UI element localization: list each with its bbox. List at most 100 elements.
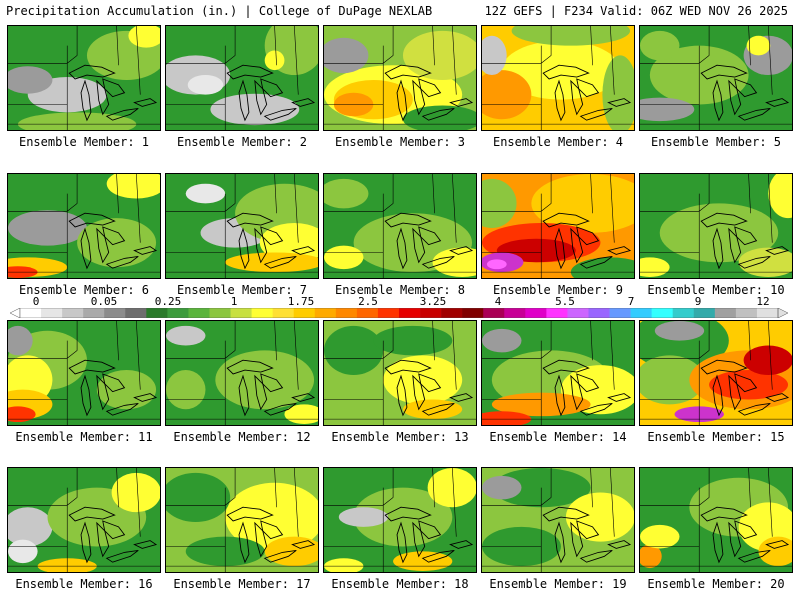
great-lake-outline: [133, 540, 158, 549]
ensemble-member-map: [639, 173, 793, 279]
colorbar-swatch: [83, 308, 105, 318]
ensemble-member-label: Ensemble Member: 6: [18, 283, 150, 297]
state-border: [383, 321, 394, 359]
ensemble-member-map: [323, 320, 477, 426]
great-lake-outline: [712, 521, 724, 564]
state-border: [225, 468, 236, 506]
great-lake-outline: [238, 521, 250, 564]
precip-contour-area: [640, 355, 705, 405]
precip-contour-area: [501, 40, 621, 100]
great-lake-outline: [712, 79, 724, 122]
great-lake-outline: [133, 393, 158, 402]
colorbar-swatch: [462, 308, 484, 318]
great-lake-outline: [554, 79, 566, 122]
colorbar-swatch: [693, 308, 716, 318]
state-border: [590, 26, 593, 66]
great-lake-outline: [570, 227, 584, 264]
great-lake-outline: [449, 246, 474, 255]
great-lake-outline: [700, 506, 748, 522]
great-lake-outline: [396, 374, 408, 417]
state-border: [768, 468, 773, 537]
colorbar-swatch: [441, 308, 463, 318]
great-lake-outline: [80, 79, 92, 122]
state-border: [274, 174, 277, 214]
precip-contour-area: [264, 50, 285, 71]
state-border: [541, 174, 552, 212]
state-border: [383, 468, 394, 506]
precip-contour-area: [654, 321, 705, 341]
colorbar-swatch: [167, 308, 189, 318]
great-lake-outline: [542, 359, 590, 375]
state-border: [432, 468, 435, 508]
great-lake-outline: [254, 374, 268, 411]
state-border: [610, 174, 615, 243]
state-border: [294, 468, 299, 537]
great-lake-outline: [421, 402, 455, 416]
colorbar-swatch: [609, 308, 631, 318]
ensemble-member-map: [481, 173, 635, 279]
state-border: [67, 468, 78, 506]
precip-contour-area: [324, 37, 369, 74]
colorbar-swatch: [146, 308, 168, 318]
precip-contour-area: [432, 247, 476, 278]
precip-contour-area: [393, 551, 453, 572]
great-lake-outline: [254, 227, 268, 264]
state-border: [136, 26, 141, 95]
great-lake-outline: [421, 255, 455, 269]
ensemble-member-map: [7, 320, 161, 426]
great-lake-outline: [226, 64, 274, 80]
great-lake-outline: [449, 98, 474, 107]
great-lake-outline: [734, 78, 758, 98]
state-border: [452, 321, 457, 390]
ensemble-member-label: Ensemble Member: 11: [15, 430, 153, 444]
great-lake-outline: [260, 373, 284, 393]
great-lake-outline: [68, 64, 116, 80]
ensemble-member-label: Ensemble Member: 18: [331, 577, 469, 591]
precip-contour-area: [531, 174, 634, 233]
state-border: [67, 26, 78, 64]
precip-contour-area: [187, 75, 224, 95]
state-border: [225, 174, 236, 212]
great-lake-outline: [418, 520, 442, 540]
precip-contour-area: [482, 70, 532, 120]
great-lake-outline: [260, 226, 284, 246]
great-lake-outline: [765, 393, 790, 402]
great-lake-outline: [765, 98, 790, 107]
great-lake-outline: [734, 373, 758, 393]
great-lake-outline: [226, 506, 274, 522]
state-border: [383, 174, 394, 212]
great-lake-outline: [554, 374, 566, 417]
great-lake-outline: [765, 246, 790, 255]
colorbar-swatch: [125, 308, 147, 318]
state-border: [294, 174, 299, 243]
state-border: [699, 174, 710, 212]
state-border: [136, 468, 141, 537]
great-lake-outline: [260, 78, 284, 98]
great-lake-outline: [712, 374, 724, 417]
state-border: [590, 174, 593, 214]
great-lake-outline: [734, 226, 758, 246]
great-lake-outline: [68, 212, 116, 228]
state-border: [452, 468, 457, 537]
great-lake-outline: [80, 227, 92, 270]
state-border: [136, 321, 141, 390]
great-lake-outline: [765, 540, 790, 549]
precip-contour-area: [565, 492, 634, 542]
great-lake-outline: [105, 255, 139, 269]
great-lake-outline: [421, 107, 455, 121]
ensemble-member-map: [7, 467, 161, 573]
precip-contour-area: [373, 325, 453, 356]
colorbar-swatch: [188, 308, 210, 318]
great-lake-outline: [734, 520, 758, 540]
colorbar-min-arrow: [10, 308, 21, 318]
colorbar-swatch: [20, 308, 42, 318]
precip-contour-area: [482, 328, 522, 353]
precip-contour-area: [259, 223, 318, 263]
precip-contour-area: [8, 210, 87, 246]
great-lake-outline: [412, 374, 426, 411]
precip-contour-area: [210, 93, 300, 126]
great-lake-outline: [418, 78, 442, 98]
great-lake-outline: [579, 402, 613, 416]
great-lake-outline: [542, 506, 590, 522]
great-lake-outline: [449, 393, 474, 402]
